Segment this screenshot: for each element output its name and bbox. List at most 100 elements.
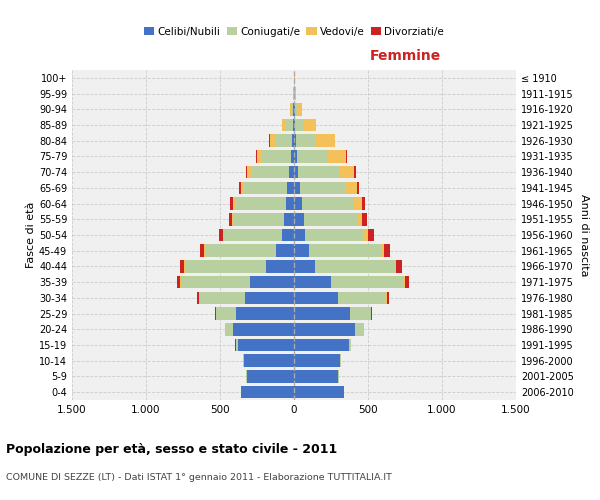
Bar — [309, 244, 382, 257]
Bar — [294, 118, 295, 132]
Bar — [243, 354, 244, 367]
Bar — [302, 198, 354, 210]
Bar — [225, 323, 233, 336]
Bar — [233, 323, 294, 336]
Bar — [294, 323, 355, 336]
Bar — [289, 166, 294, 178]
Bar — [292, 134, 294, 147]
Y-axis label: Anni di nascita: Anni di nascita — [579, 194, 589, 276]
Bar — [345, 182, 357, 194]
Bar — [250, 276, 294, 288]
Bar — [382, 244, 383, 257]
Bar — [276, 244, 294, 257]
Bar — [244, 182, 287, 194]
Bar — [230, 198, 233, 210]
Bar — [200, 244, 205, 257]
Bar — [286, 118, 293, 132]
Bar — [346, 150, 347, 162]
Bar — [257, 150, 262, 162]
Text: COMUNE DI SEZZE (LT) - Dati ISTAT 1° gennaio 2011 - Elaborazione TUTTITALIA.IT: COMUNE DI SEZZE (LT) - Dati ISTAT 1° gen… — [6, 472, 392, 482]
Bar — [298, 103, 302, 116]
Bar — [294, 260, 315, 272]
Bar — [397, 260, 403, 272]
Bar — [239, 182, 241, 194]
Bar — [294, 213, 304, 226]
Text: Femmine: Femmine — [370, 50, 440, 64]
Bar — [244, 354, 294, 367]
Bar — [315, 260, 395, 272]
Bar — [290, 103, 291, 116]
Bar — [294, 386, 344, 398]
Bar — [236, 198, 286, 210]
Bar — [296, 134, 316, 147]
Bar — [223, 228, 224, 241]
Bar — [295, 103, 298, 116]
Bar — [294, 292, 338, 304]
Bar — [180, 260, 184, 272]
Bar — [328, 150, 346, 162]
Bar — [405, 276, 409, 288]
Bar — [234, 213, 284, 226]
Bar — [252, 166, 289, 178]
Bar — [338, 292, 386, 304]
Bar — [286, 198, 294, 210]
Bar — [294, 182, 300, 194]
Bar — [357, 182, 359, 194]
Bar — [294, 134, 296, 147]
Bar — [371, 308, 372, 320]
Bar — [295, 88, 296, 100]
Bar — [241, 386, 294, 398]
Bar — [229, 213, 232, 226]
Bar — [304, 213, 357, 226]
Bar — [291, 103, 293, 116]
Bar — [305, 228, 364, 241]
Bar — [362, 213, 367, 226]
Bar — [224, 228, 282, 241]
Bar — [217, 308, 236, 320]
Bar — [294, 370, 338, 382]
Bar — [355, 166, 356, 178]
Bar — [269, 134, 275, 147]
Bar — [294, 244, 309, 257]
Bar — [296, 150, 328, 162]
Bar — [295, 118, 304, 132]
Bar — [316, 134, 335, 147]
Bar — [287, 182, 294, 194]
Bar — [354, 198, 362, 210]
Bar — [395, 260, 397, 272]
Bar — [294, 88, 295, 100]
Bar — [236, 338, 238, 351]
Bar — [282, 118, 286, 132]
Bar — [357, 213, 362, 226]
Bar — [304, 118, 316, 132]
Bar — [294, 308, 350, 320]
Bar — [205, 244, 276, 257]
Bar — [294, 228, 305, 241]
Bar — [368, 228, 374, 241]
Bar — [184, 260, 185, 272]
Bar — [364, 228, 368, 241]
Bar — [233, 198, 236, 210]
Bar — [293, 88, 294, 100]
Bar — [215, 308, 216, 320]
Bar — [300, 182, 345, 194]
Bar — [339, 166, 355, 178]
Legend: Celibi/Nubili, Coniugati/e, Vedovi/e, Divorziati/e: Celibi/Nubili, Coniugati/e, Vedovi/e, Di… — [140, 22, 448, 40]
Bar — [181, 276, 250, 288]
Y-axis label: Fasce di età: Fasce di età — [26, 202, 36, 268]
Bar — [262, 150, 291, 162]
Bar — [241, 182, 244, 194]
Bar — [355, 323, 364, 336]
Bar — [386, 292, 389, 304]
Bar — [293, 118, 294, 132]
Bar — [247, 166, 252, 178]
Bar — [219, 228, 223, 241]
Bar — [362, 198, 365, 210]
Bar — [294, 354, 340, 367]
Bar — [340, 354, 341, 367]
Text: Popolazione per età, sesso e stato civile - 2011: Popolazione per età, sesso e stato civil… — [6, 442, 337, 456]
Bar — [298, 166, 339, 178]
Bar — [199, 292, 245, 304]
Bar — [247, 370, 294, 382]
Bar — [236, 308, 294, 320]
